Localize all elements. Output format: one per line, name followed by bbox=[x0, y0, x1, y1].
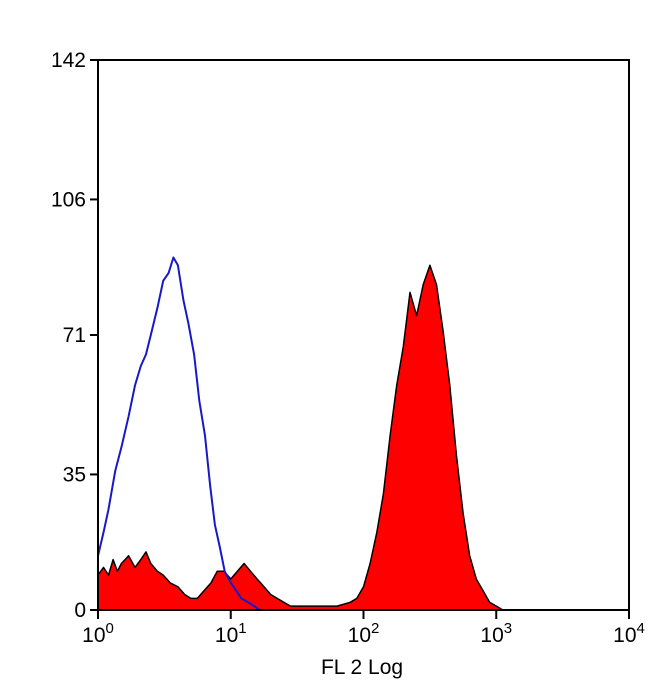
y-tick-label: 71 bbox=[63, 324, 86, 347]
x-tick-base: 10 bbox=[613, 624, 636, 647]
x-axis-title: FL 2 Log bbox=[321, 656, 403, 679]
series-layer bbox=[97, 256, 504, 611]
x-tick-label: 102 bbox=[348, 620, 380, 647]
x-tick-base: 10 bbox=[215, 624, 238, 647]
y-tick-label: 106 bbox=[51, 188, 86, 211]
x-tick-base: 10 bbox=[480, 624, 503, 647]
y-tick-label: 142 bbox=[51, 49, 86, 72]
y-tick-label: 0 bbox=[74, 599, 86, 622]
x-tick-base: 10 bbox=[82, 624, 105, 647]
y-axis: 0 35 71 106 142 bbox=[51, 49, 98, 622]
x-tick-exponent: 3 bbox=[504, 620, 512, 637]
filled-histogram-series bbox=[97, 264, 504, 611]
x-axis: 100 101 102 103 104 bbox=[82, 610, 645, 647]
x-tick-label: 101 bbox=[215, 620, 247, 647]
x-tick-label: 103 bbox=[480, 620, 512, 647]
x-tick-exponent: 2 bbox=[371, 620, 379, 637]
x-tick-label: 100 bbox=[82, 620, 114, 647]
x-tick-exponent: 0 bbox=[106, 620, 114, 637]
x-tick-exponent: 1 bbox=[238, 620, 246, 637]
x-tick-label: 104 bbox=[613, 620, 645, 647]
open-histogram-series bbox=[97, 256, 261, 611]
x-tick-base: 10 bbox=[348, 624, 371, 647]
x-tick-exponent: 4 bbox=[637, 620, 645, 637]
y-tick-label: 35 bbox=[63, 463, 86, 486]
